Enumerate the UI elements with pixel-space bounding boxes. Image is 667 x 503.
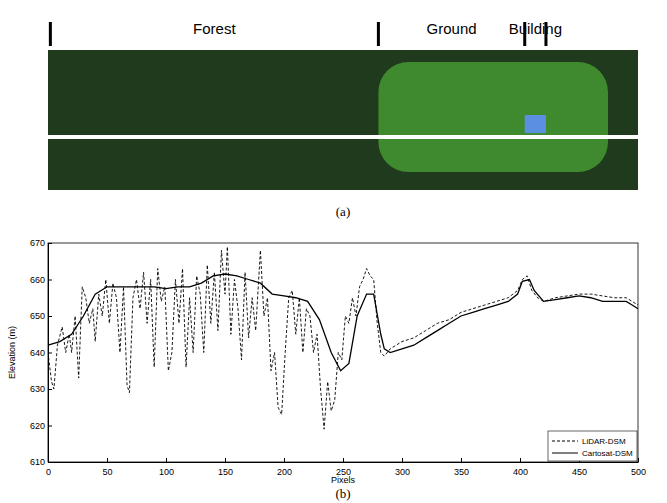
tick-label: 400 <box>513 467 528 477</box>
tick-mark <box>48 243 52 244</box>
tick-label: 200 <box>277 467 292 477</box>
tick-label: 640 <box>30 348 45 358</box>
panel-a: Forest Ground Building <box>48 20 638 190</box>
tick: 300 <box>395 458 410 477</box>
legend-label: Cartosat-DSM <box>582 449 633 458</box>
series-line <box>48 247 638 430</box>
tick: 350 <box>454 458 469 477</box>
tick-label: 350 <box>454 467 469 477</box>
tick-mark <box>48 389 52 390</box>
tick-mark <box>225 458 226 462</box>
tick-label: 0 <box>46 467 51 477</box>
region-boundary <box>49 22 52 46</box>
figure: ForestGroundBuilding(a)05010015020025030… <box>0 0 667 503</box>
region-boundary <box>377 22 380 46</box>
tick-mark <box>402 458 403 462</box>
plot-frame <box>48 243 638 462</box>
tick-label: 630 <box>30 384 45 394</box>
region-label: Forest <box>193 20 236 37</box>
tick: 660 <box>30 275 52 285</box>
tick-mark <box>166 458 167 462</box>
region-label: Ground <box>427 20 477 37</box>
panel-label: (b) <box>335 486 350 501</box>
tick-mark <box>343 458 344 462</box>
tick-mark <box>284 458 285 462</box>
legend: LiDAR-DSM Cartosat-DSM <box>548 431 637 461</box>
forest-area <box>48 50 638 190</box>
tick: 50 <box>102 458 112 477</box>
tick-label: 620 <box>30 421 45 431</box>
legend-swatch <box>552 453 578 454</box>
tick-label: 300 <box>395 467 410 477</box>
tick-label: 670 <box>30 238 45 248</box>
tick-mark <box>48 426 52 427</box>
region-label: Building <box>509 20 562 37</box>
legend-swatch <box>552 441 578 442</box>
tick: 400 <box>513 458 528 477</box>
series-line <box>48 274 638 371</box>
tick: 100 <box>159 458 174 477</box>
panel-label: (a) <box>336 204 350 219</box>
tick: 200 <box>277 458 292 477</box>
tick-label: 100 <box>159 467 174 477</box>
profile-line <box>48 135 638 139</box>
tick-mark <box>48 353 52 354</box>
tick-label: 660 <box>30 275 45 285</box>
ground-area <box>378 62 608 172</box>
legend-box <box>548 431 637 461</box>
lines <box>48 247 638 430</box>
tick-mark <box>461 458 462 462</box>
tick-label: 610 <box>30 457 45 467</box>
axis-line <box>49 462 639 463</box>
y-axis: 610 620 630 640 650 660 670 <box>30 238 52 467</box>
tick-label: 450 <box>572 467 587 477</box>
tick-label: 500 <box>631 467 646 477</box>
tick-label: 150 <box>218 467 233 477</box>
tick-mark <box>638 458 639 462</box>
tick-label: 50 <box>102 467 112 477</box>
tick: 650 <box>30 311 52 321</box>
tick: 670 <box>30 238 52 248</box>
axis-title: Pixels <box>331 475 356 485</box>
tick: 630 <box>30 384 52 394</box>
tick-label: 650 <box>30 311 45 321</box>
tick: 610 <box>30 457 52 467</box>
tick: 620 <box>30 421 52 431</box>
tick-mark <box>107 458 108 462</box>
building-area <box>525 115 546 133</box>
tick-mark <box>48 316 52 317</box>
axis-title: Elevation (m) <box>7 326 17 379</box>
tick-mark <box>520 458 521 462</box>
tick: 150 <box>218 458 233 477</box>
tick: 640 <box>30 348 52 358</box>
tick-mark <box>48 280 52 281</box>
tick-mark <box>48 462 52 463</box>
legend-label: LiDAR-DSM <box>582 437 626 446</box>
